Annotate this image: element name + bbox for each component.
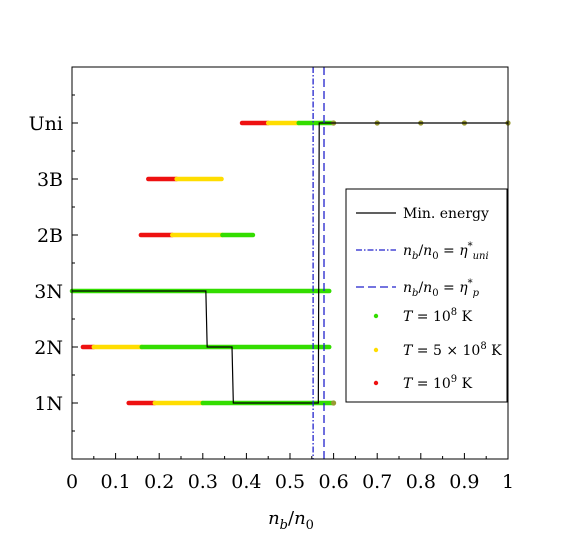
min-energy-line bbox=[72, 122, 508, 404]
y-tick-label-2N: 2N bbox=[34, 337, 63, 359]
x-tick-label-5: 0.5 bbox=[275, 471, 305, 493]
point-low_T-0 bbox=[331, 400, 337, 406]
x-tick-label-0: 0 bbox=[66, 471, 78, 493]
y-tick-label-Uni: Uni bbox=[29, 113, 63, 135]
legend: Min. energy nb/n0 = η*uni nb/n0 = η*p T = 1… bbox=[345, 188, 508, 403]
legend-label-eta_uni: nb/n0 = η*uni bbox=[403, 241, 489, 262]
x-tick-label-3: 0.3 bbox=[188, 471, 218, 493]
plot-marks bbox=[69, 67, 511, 459]
legend-swatch-mid_T bbox=[373, 347, 379, 353]
x-tick-label-2: 0.2 bbox=[144, 471, 174, 493]
axes: 0 0.1 0.2 0.3 0.4 0.5 0.6 0.7 0.8 0.9 1 1N 2N 3N 2B 3B U… bbox=[29, 66, 514, 493]
legend-label-low_T: T = 108 K bbox=[403, 307, 473, 325]
legend-label-eta_p: nb/n0 = η*p bbox=[403, 278, 480, 299]
y-tick-label-3B: 3B bbox=[37, 169, 63, 191]
x-tick-label-4: 0.4 bbox=[231, 471, 261, 493]
x-tick-label-9: 0.9 bbox=[449, 471, 479, 493]
y-tick-label-2B: 2B bbox=[37, 225, 63, 247]
legend-swatch-high_T bbox=[373, 380, 379, 386]
x-axis-label: nb/n0 bbox=[268, 508, 314, 533]
y-tick-label-1N: 1N bbox=[34, 393, 63, 415]
legend-label-min_energy: Min. energy bbox=[403, 206, 489, 222]
legend-box bbox=[345, 188, 508, 403]
x-tick-label-1: 0.1 bbox=[100, 471, 130, 493]
legend-label-high_T: T = 109 K bbox=[403, 374, 473, 392]
legend-swatch-low_T bbox=[373, 313, 379, 319]
x-tick-label-6: 0.6 bbox=[318, 471, 348, 493]
x-tick-label-8: 0.8 bbox=[406, 471, 436, 493]
x-tick-label-10: 1 bbox=[502, 471, 514, 493]
y-tick-label-3N: 3N bbox=[34, 281, 63, 303]
x-tick-label-7: 0.7 bbox=[362, 471, 392, 493]
legend-label-mid_T: T = 5 × 108 K bbox=[403, 341, 502, 359]
